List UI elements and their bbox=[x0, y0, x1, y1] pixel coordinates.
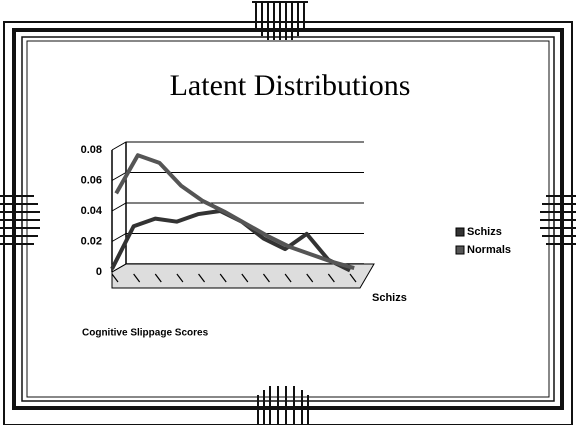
legend-label: Normals bbox=[467, 244, 511, 256]
y-tick-label: 0.06 bbox=[81, 174, 102, 186]
grid-line bbox=[111, 172, 364, 181]
grid-line bbox=[111, 263, 364, 273]
x-tick bbox=[241, 273, 249, 283]
x-tick bbox=[176, 273, 184, 283]
grid-line bbox=[111, 233, 364, 242]
grid-line bbox=[111, 202, 364, 212]
x-tick bbox=[219, 273, 227, 283]
legend-swatch bbox=[455, 245, 465, 255]
x-tick bbox=[327, 273, 335, 283]
x-tick bbox=[284, 273, 292, 283]
x-tick bbox=[198, 273, 206, 283]
x-tick bbox=[349, 273, 357, 283]
series-line bbox=[114, 153, 355, 270]
x-tick bbox=[306, 273, 314, 283]
y-tick-label: 0.04 bbox=[81, 205, 103, 217]
grid-line bbox=[111, 141, 364, 151]
x-tick bbox=[133, 273, 141, 283]
legend-swatch bbox=[455, 227, 465, 237]
depth-axis-label: Schizs bbox=[372, 292, 407, 304]
x-tick bbox=[154, 273, 162, 283]
x-tick bbox=[111, 273, 119, 283]
y-tick-label: 0.02 bbox=[81, 235, 102, 247]
x-tick bbox=[262, 273, 270, 283]
x-axis-label: Cognitive Slippage Scores bbox=[82, 328, 209, 339]
chart-title: Latent Distributions bbox=[170, 69, 411, 102]
y-tick-label: 0 bbox=[96, 266, 102, 278]
legend-label: Schizs bbox=[467, 226, 502, 238]
series-line bbox=[110, 209, 351, 273]
y-tick-label: 0.08 bbox=[81, 144, 102, 156]
